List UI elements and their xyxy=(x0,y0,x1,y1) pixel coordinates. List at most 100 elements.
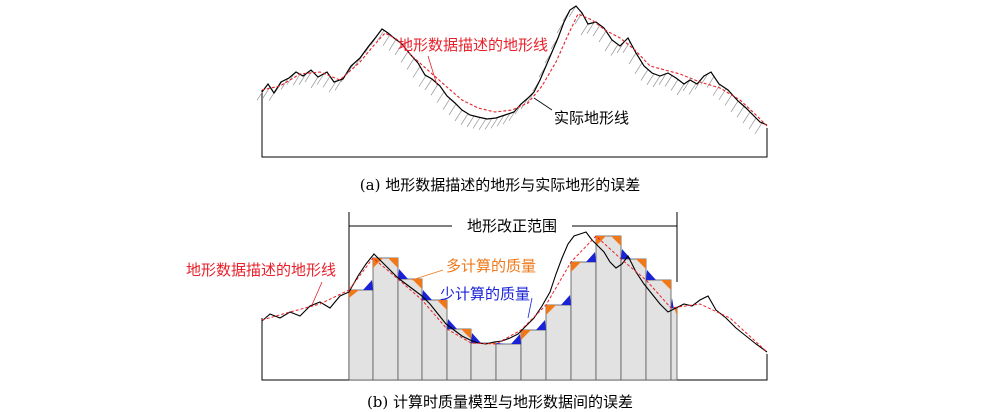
panel-b: 地形改正范围 地形数据描述的地形线 多计算的质量 少计算的质量 (b) 计算时质… xyxy=(186,212,768,411)
hatch-mark xyxy=(718,88,727,100)
hatch-mark xyxy=(412,66,421,78)
hatch-mark xyxy=(586,22,595,34)
hatch-mark xyxy=(604,39,613,52)
hatch-mark xyxy=(406,58,415,70)
hatch-mark xyxy=(646,73,655,85)
under-mass-triangle xyxy=(471,333,481,343)
over-mass-triangle xyxy=(412,279,422,289)
hatch-mark xyxy=(448,103,457,116)
prism-column xyxy=(372,257,399,381)
hatch-mark xyxy=(454,109,463,122)
under-mass-triangle xyxy=(496,343,506,344)
hatch-mark xyxy=(742,111,751,124)
label-described-terrain-a: 地形数据描述的地形线 xyxy=(398,36,548,54)
hatch-mark xyxy=(736,106,745,118)
hatch-mark xyxy=(280,78,289,90)
hatch-mark xyxy=(394,43,403,56)
hatch-mark xyxy=(496,115,505,127)
over-mass-triangle xyxy=(349,290,359,298)
hatch-mark xyxy=(712,84,721,96)
over-mass-triangle xyxy=(388,258,398,268)
under-mass-triangle xyxy=(398,269,408,279)
prism-column xyxy=(670,307,678,381)
hatch-mark xyxy=(568,5,577,18)
over-mass-triangle xyxy=(437,300,447,310)
hatch-mark xyxy=(490,117,499,129)
leader-line-described-a xyxy=(427,55,438,86)
hatch-mark xyxy=(700,73,709,85)
hatch-mark xyxy=(292,74,301,86)
hatch-mark xyxy=(418,75,427,87)
terrain-hatching-a xyxy=(256,5,763,135)
hatch-mark xyxy=(328,81,337,93)
over-mass-triangle xyxy=(571,262,581,272)
caption-a: (a) 地形数据描述的地形与实际地形的误差 xyxy=(360,176,640,194)
hatch-mark xyxy=(388,39,397,51)
hatch-mark xyxy=(322,76,331,88)
over-mass-triangle xyxy=(461,329,471,339)
hatch-mark xyxy=(598,30,607,43)
hatch-mark xyxy=(472,117,481,129)
prism-column xyxy=(421,299,448,381)
range-label: 地形改正范围 xyxy=(467,217,557,235)
under-mass-triangle xyxy=(586,252,596,262)
hatch-mark xyxy=(652,75,661,88)
over-mass-triangles xyxy=(349,236,677,344)
hatch-mark xyxy=(298,73,307,85)
under-mass-triangle xyxy=(561,295,571,305)
hatch-mark xyxy=(382,34,391,46)
prism-column xyxy=(348,289,374,381)
leader-line-actual-a xyxy=(533,97,553,111)
hatch-mark xyxy=(688,83,697,95)
hatch-mark xyxy=(748,117,757,130)
caption-b: (b) 计算时质量模型与地形数据间的误差 xyxy=(367,393,633,411)
panel-a: 地形数据描述的地形线 实际地形线 (a) 地形数据描述的地形与实际地形的误差 xyxy=(256,5,768,194)
hatch-mark xyxy=(376,30,385,42)
prism-columns xyxy=(348,235,678,381)
hatch-mark xyxy=(334,79,343,91)
hatch-mark xyxy=(520,97,529,110)
described-terrain-line-b xyxy=(261,235,768,353)
prism-column xyxy=(397,278,423,381)
label-over-computed-mass: 多计算的质量 xyxy=(446,257,536,275)
hatch-mark xyxy=(634,62,643,74)
hatch-mark xyxy=(442,98,451,110)
hatch-mark xyxy=(436,91,445,103)
hatch-mark xyxy=(610,44,619,56)
over-mass-triangle xyxy=(546,305,556,315)
hatch-mark xyxy=(466,115,475,128)
under-mass-triangle xyxy=(422,290,432,300)
label-described-terrain-b: 地形数据描述的地形线 xyxy=(186,261,336,279)
described-terrain-line-a xyxy=(261,13,768,127)
over-mass-triangle xyxy=(636,259,646,269)
under-mass-triangle xyxy=(511,334,521,344)
hatch-mark xyxy=(670,79,679,91)
over-mass-triangle xyxy=(661,280,671,290)
prism-column xyxy=(620,258,647,381)
prism-column xyxy=(645,279,672,381)
over-mass-triangle xyxy=(521,330,531,340)
hatch-mark xyxy=(424,78,433,91)
hatch-mark xyxy=(400,51,409,63)
hatch-mark xyxy=(640,69,649,81)
hatch-mark xyxy=(580,23,589,36)
prism-column xyxy=(470,342,497,381)
under-mass-triangle xyxy=(646,270,656,280)
over-mass-triangle xyxy=(611,236,621,246)
under-mass-triangle xyxy=(536,320,546,330)
prism-column xyxy=(495,343,522,381)
hatch-mark xyxy=(460,113,469,125)
prism-column xyxy=(446,328,472,381)
hatch-mark xyxy=(724,94,733,106)
under-mass-triangle xyxy=(671,298,674,308)
hatch-mark xyxy=(676,83,685,96)
label-under-computed-mass: 少计算的质量 xyxy=(440,285,530,303)
hatch-mark xyxy=(658,73,667,85)
prism-column xyxy=(520,329,547,381)
actual-terrain-line-b xyxy=(261,231,768,353)
hatch-mark xyxy=(430,84,439,96)
hatch-mark xyxy=(484,118,493,130)
hatch-mark xyxy=(682,79,691,92)
under-mass-triangle xyxy=(621,249,631,259)
